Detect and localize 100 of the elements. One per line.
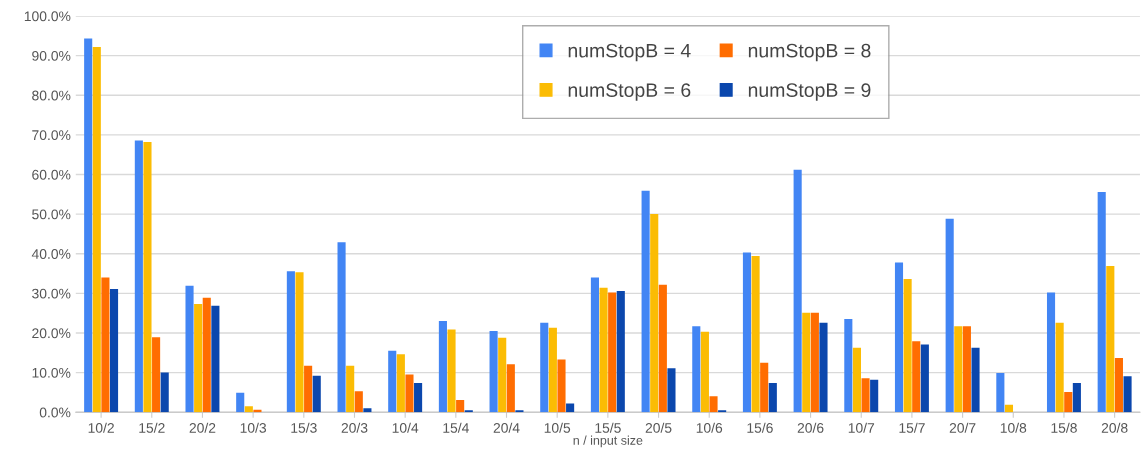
x-tick-label: 20/6 bbox=[797, 422, 824, 433]
x-tick-label: 15/4 bbox=[443, 422, 469, 433]
y-tick-label: 10.0% bbox=[32, 367, 71, 378]
x-tick-label: 20/4 bbox=[493, 422, 520, 433]
bar bbox=[506, 364, 515, 413]
bar bbox=[852, 347, 861, 413]
bar bbox=[894, 262, 904, 413]
legend-label: numStopB = 9 bbox=[748, 83, 871, 101]
bar bbox=[793, 169, 802, 413]
x-tick-label: 20/2 bbox=[189, 422, 216, 433]
bar bbox=[286, 271, 295, 413]
bar bbox=[802, 312, 811, 413]
bar bbox=[760, 362, 769, 413]
bar bbox=[438, 321, 447, 413]
x-tick-label: 15/6 bbox=[747, 422, 773, 433]
y-tick-label: 80.0% bbox=[32, 90, 71, 101]
bar bbox=[768, 382, 777, 413]
bar bbox=[557, 359, 566, 413]
bar bbox=[599, 287, 608, 413]
bar bbox=[641, 190, 650, 413]
bar bbox=[185, 285, 194, 413]
x-tick-label: 15/7 bbox=[899, 422, 925, 433]
x-tick-label: 10/6 bbox=[696, 422, 723, 433]
bar bbox=[405, 374, 414, 413]
bar bbox=[548, 327, 557, 413]
y-tick-label: 30.0% bbox=[32, 288, 71, 299]
bar bbox=[608, 292, 617, 413]
bar bbox=[1004, 404, 1014, 413]
y-tick-label: 50.0% bbox=[32, 209, 71, 220]
x-tick-label: 20/3 bbox=[341, 422, 368, 433]
bar bbox=[101, 277, 110, 413]
bar bbox=[954, 326, 963, 413]
bar bbox=[870, 379, 879, 413]
bar bbox=[819, 322, 828, 413]
y-tick-label: 40.0% bbox=[31, 249, 71, 259]
x-tick-label: 20/8 bbox=[1101, 422, 1128, 433]
legend-label: numStopB = 4 bbox=[568, 43, 691, 62]
x-tick-label: 15/5 bbox=[595, 422, 621, 433]
bar bbox=[143, 141, 152, 413]
bar bbox=[1046, 292, 1056, 413]
legend-label: numStopB = 8 bbox=[748, 43, 871, 62]
bar bbox=[312, 375, 321, 413]
bar bbox=[244, 406, 253, 413]
x-tick-label: 10/2 bbox=[88, 422, 114, 433]
bar bbox=[388, 350, 397, 413]
bar bbox=[84, 38, 93, 413]
bar bbox=[1097, 191, 1106, 413]
bar bbox=[996, 372, 1005, 413]
y-tick-label: 60.0% bbox=[32, 169, 71, 180]
x-tick-label: 15/8 bbox=[1051, 422, 1077, 433]
bar bbox=[202, 297, 211, 413]
y-tick-label: 0.0% bbox=[39, 407, 71, 418]
bar bbox=[211, 305, 220, 413]
bar bbox=[134, 140, 143, 413]
bar bbox=[844, 319, 853, 413]
bar bbox=[346, 365, 355, 413]
bar bbox=[540, 322, 549, 413]
bar bbox=[861, 378, 870, 413]
bar bbox=[945, 218, 954, 413]
bar bbox=[304, 365, 313, 413]
x-tick-label: 20/5 bbox=[645, 422, 672, 433]
bar bbox=[742, 252, 752, 413]
bar bbox=[810, 312, 819, 413]
bar bbox=[566, 403, 575, 413]
bar bbox=[92, 46, 101, 413]
bar bbox=[1072, 382, 1081, 413]
bar bbox=[667, 368, 676, 413]
bar bbox=[354, 391, 363, 413]
bar bbox=[456, 399, 465, 413]
bar bbox=[962, 326, 971, 413]
x-tick-label: 10/8 bbox=[1000, 422, 1027, 433]
bar bbox=[658, 284, 667, 413]
x-axis-title: n / input size bbox=[573, 435, 643, 448]
bar bbox=[616, 290, 625, 413]
bar bbox=[160, 372, 169, 413]
bar bbox=[152, 337, 161, 413]
bar bbox=[1106, 266, 1115, 413]
bar bbox=[1055, 322, 1064, 413]
x-tick-label: 10/4 bbox=[392, 422, 419, 433]
bar bbox=[396, 354, 405, 413]
bar bbox=[920, 344, 929, 413]
bar bbox=[489, 330, 498, 413]
bar bbox=[903, 279, 912, 413]
bar bbox=[692, 326, 701, 413]
bar bbox=[337, 242, 346, 413]
x-tick-label: 15/3 bbox=[291, 422, 317, 433]
bar bbox=[590, 277, 599, 413]
bar bbox=[109, 288, 119, 413]
bar bbox=[971, 347, 980, 413]
bar bbox=[1123, 376, 1132, 413]
x-tick-label: 15/2 bbox=[139, 422, 165, 433]
x-tick-label: 10/5 bbox=[544, 422, 571, 433]
legend-label: numStopB = 6 bbox=[568, 83, 691, 101]
bar bbox=[751, 256, 760, 413]
bar bbox=[295, 272, 304, 413]
bar bbox=[700, 331, 709, 413]
bar bbox=[194, 304, 203, 413]
bar bbox=[498, 337, 507, 413]
bar bbox=[1064, 392, 1073, 413]
y-tick-label: 100.0% bbox=[24, 11, 71, 22]
